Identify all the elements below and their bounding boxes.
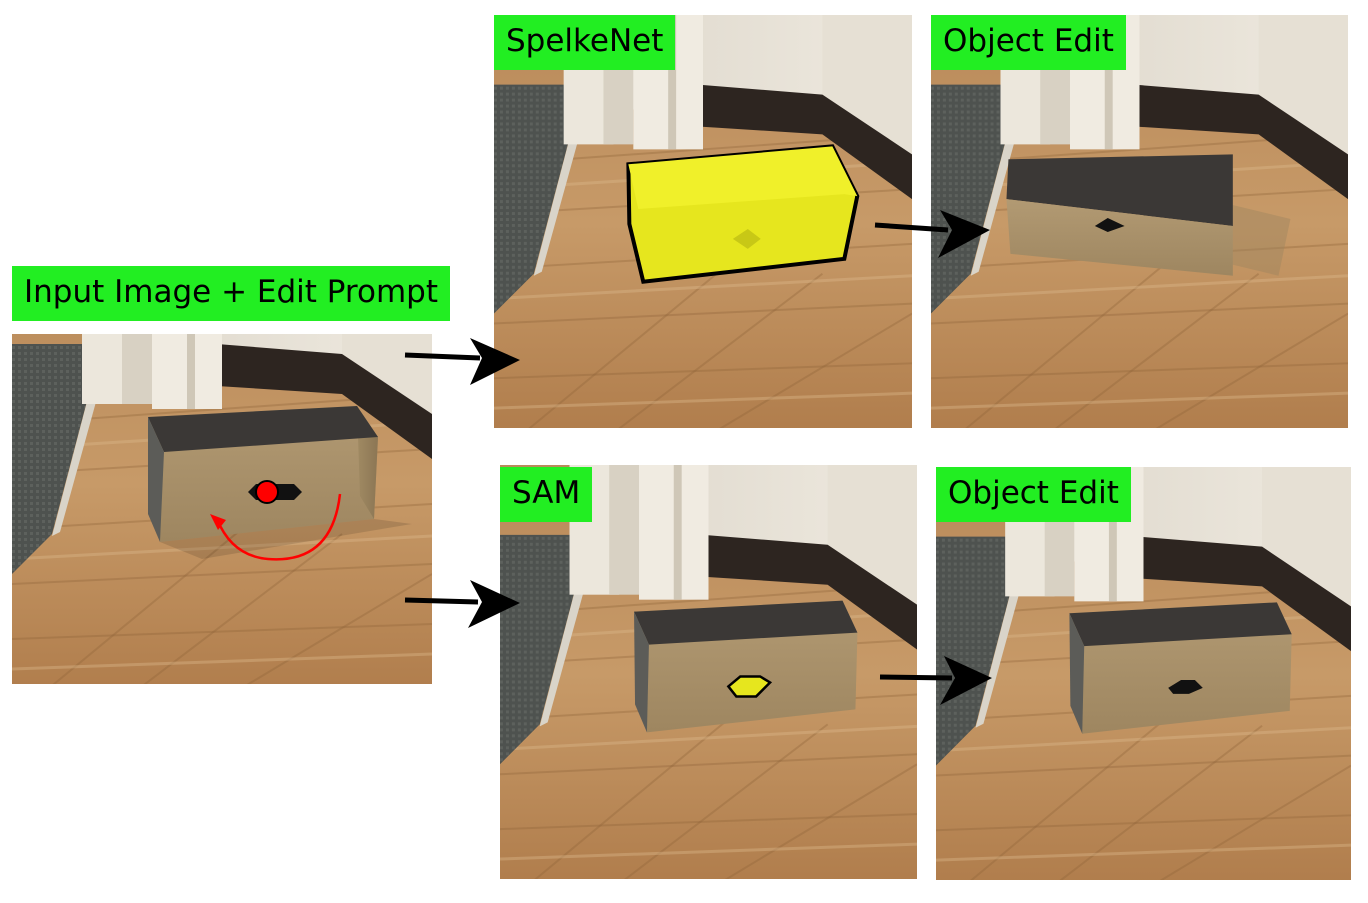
edit-prompt-point	[255, 480, 279, 504]
spelkenet-edit-panel	[931, 15, 1348, 428]
sam-edit-scene-image	[936, 467, 1351, 880]
sam-segment-mask	[726, 675, 773, 698]
spelkenet-edit-label: Object Edit	[931, 15, 1126, 70]
sam-scene-image	[500, 465, 917, 879]
sam-edit-label: Object Edit	[936, 467, 1131, 522]
input-label: Input Image + Edit Prompt	[12, 266, 450, 321]
sam-label: SAM	[500, 467, 593, 522]
rotation-arrow	[215, 493, 342, 561]
sam-panel	[500, 465, 917, 879]
spelkenet-scene-image	[494, 15, 912, 428]
spelkenet-panel	[494, 15, 912, 428]
spelkenet-edit-scene-image	[931, 15, 1348, 428]
sam-edit-panel	[936, 467, 1351, 880]
spelkenet-label: SpelkeNet	[494, 15, 676, 70]
input-image-panel	[12, 334, 432, 684]
input-scene-image	[12, 334, 432, 684]
box	[148, 406, 412, 559]
